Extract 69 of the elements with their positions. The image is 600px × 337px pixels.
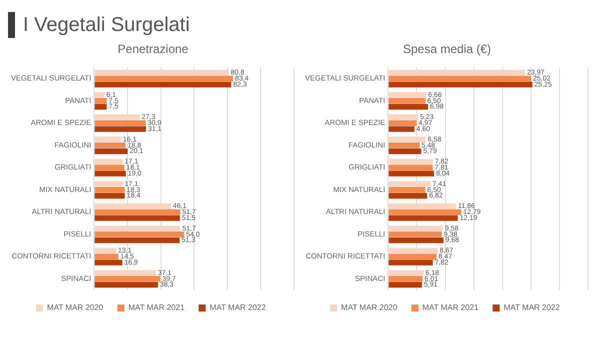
- bar: [94, 232, 184, 238]
- bar: [94, 120, 146, 126]
- bar: [94, 254, 118, 260]
- bar: [94, 92, 104, 98]
- bar: [94, 76, 234, 82]
- bar: [94, 126, 146, 132]
- legend-label: MAT MAR 2022: [504, 303, 560, 312]
- bar: [94, 98, 107, 104]
- bar: [388, 226, 443, 232]
- bar: [388, 126, 414, 132]
- bar: [388, 114, 418, 120]
- bar: [388, 260, 433, 266]
- bar: [94, 282, 158, 288]
- bar: [388, 282, 422, 288]
- bar: [388, 209, 462, 215]
- bar: [94, 248, 116, 254]
- bar: [388, 158, 433, 165]
- bar: [94, 226, 180, 232]
- bar: [388, 170, 434, 176]
- bar: [388, 237, 444, 244]
- bar: [388, 203, 456, 210]
- bar: [94, 104, 107, 110]
- bar: [94, 209, 180, 215]
- bar: [388, 232, 442, 238]
- bar: [94, 82, 232, 88]
- bar: [94, 148, 128, 154]
- chart-title: I Vegetali Surgelati: [23, 14, 190, 36]
- bar: [388, 98, 426, 104]
- chart-subtitle: Penetrazione: [116, 42, 190, 58]
- bar: [388, 82, 532, 88]
- legend-label: MAT MAR 2020: [341, 303, 398, 312]
- bar: [94, 142, 126, 148]
- bar: [94, 215, 180, 221]
- bar: [388, 148, 422, 154]
- bar: [388, 215, 458, 221]
- bar: [94, 260, 122, 266]
- bar: [388, 76, 532, 82]
- bar: [388, 104, 428, 110]
- bar: [388, 92, 426, 98]
- bar: [94, 192, 125, 199]
- legend-label: MAT MAR 2021: [128, 303, 186, 312]
- bar: [94, 164, 124, 170]
- bar: [388, 164, 433, 170]
- bar: [94, 237, 180, 244]
- bar: [388, 181, 430, 187]
- bar: [388, 276, 422, 282]
- bar: [388, 187, 426, 193]
- bar: [94, 181, 123, 187]
- chart-title: Spesa media (€): [402, 42, 492, 58]
- bar: [388, 142, 420, 148]
- bar: [94, 70, 229, 76]
- bar: [94, 170, 126, 176]
- legend-label: MAT MAR 2022: [210, 303, 266, 312]
- bar: [94, 276, 160, 282]
- bar: [94, 136, 121, 142]
- bar: [388, 270, 424, 276]
- bar: [388, 136, 426, 142]
- bar: [388, 192, 428, 199]
- legend-label: MAT MAR 2020: [47, 303, 104, 312]
- bar: [94, 158, 123, 165]
- bar: [94, 187, 125, 193]
- bar: [94, 114, 140, 120]
- bar: [94, 270, 156, 276]
- legend-label: MAT MAR 2021: [422, 303, 480, 312]
- bar: [388, 254, 437, 260]
- bar: [94, 203, 171, 210]
- bar: [388, 248, 438, 254]
- bar: [388, 70, 526, 76]
- bar: [388, 120, 417, 126]
